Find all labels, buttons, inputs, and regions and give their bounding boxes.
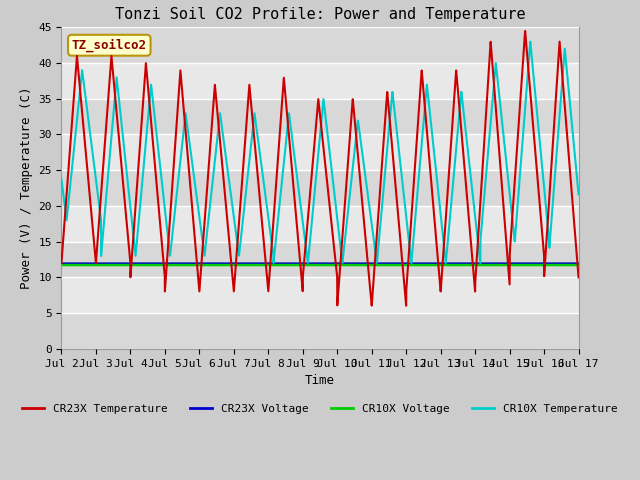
Bar	[61, 63, 579, 99]
Bar	[61, 170, 579, 206]
X-axis label: Time: Time	[305, 374, 335, 387]
Title: Tonzi Soil CO2 Profile: Power and Temperature: Tonzi Soil CO2 Profile: Power and Temper…	[115, 7, 525, 22]
Text: TZ_soilco2: TZ_soilco2	[72, 38, 147, 52]
Legend: CR23X Temperature, CR23X Voltage, CR10X Voltage, CR10X Temperature: CR23X Temperature, CR23X Voltage, CR10X …	[17, 399, 623, 419]
Bar	[61, 27, 579, 63]
Bar	[61, 206, 579, 241]
Bar	[61, 241, 579, 277]
Bar	[61, 134, 579, 170]
Bar	[61, 277, 579, 313]
Y-axis label: Power (V) / Temperature (C): Power (V) / Temperature (C)	[20, 87, 33, 289]
Bar	[61, 99, 579, 134]
Bar	[61, 313, 579, 349]
